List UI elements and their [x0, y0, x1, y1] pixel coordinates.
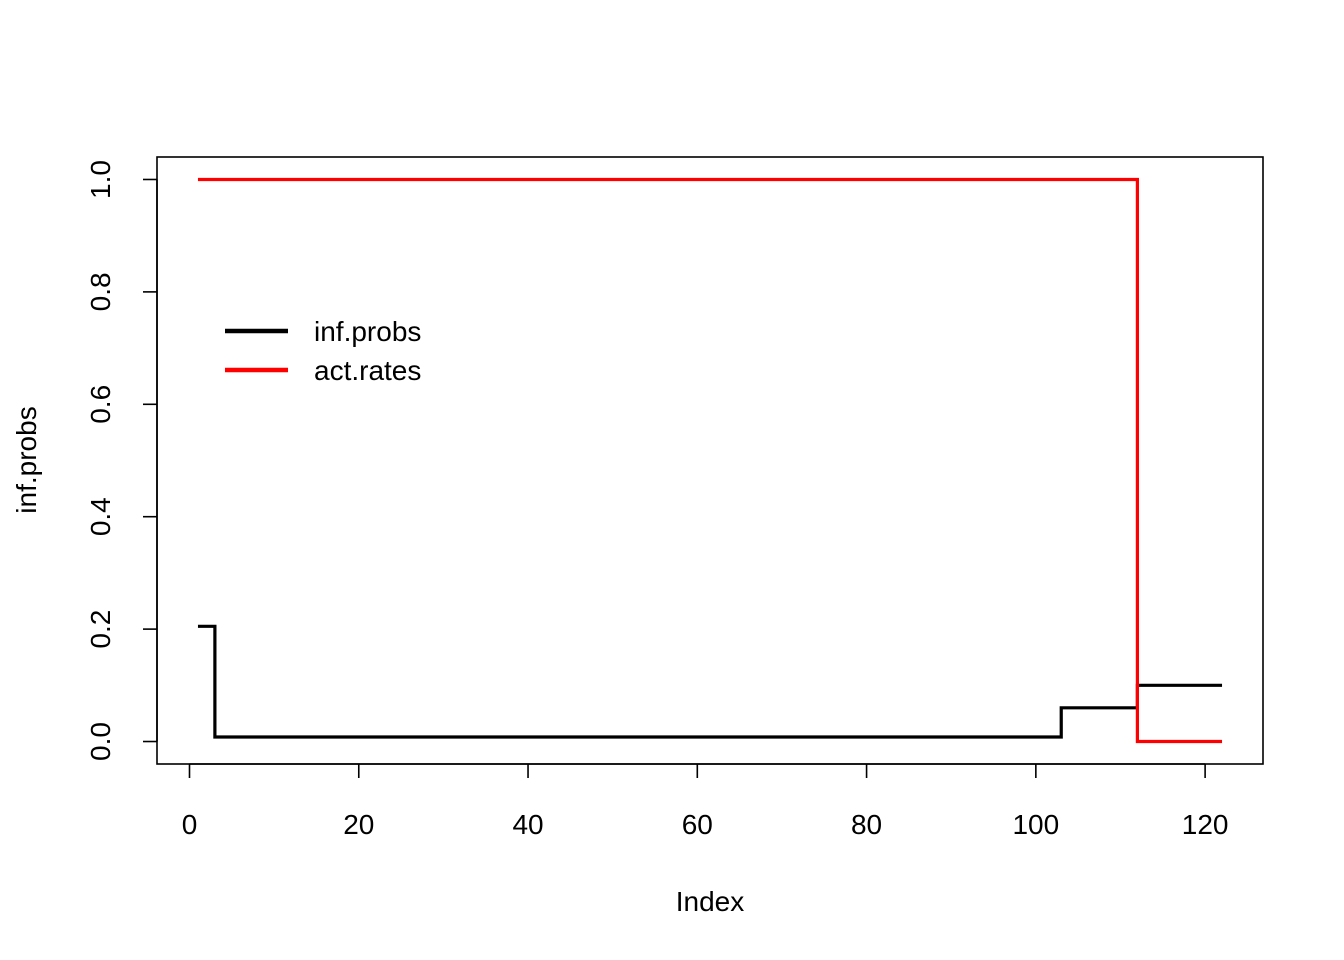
- y-tick-label: 1.0: [85, 160, 116, 199]
- x-axis-label: Index: [676, 886, 745, 917]
- x-axis: 0 20 40 60 80 100 120: [182, 763, 1229, 840]
- y-tick-label: 0.4: [85, 497, 116, 536]
- y-tick-label: 0.0: [85, 722, 116, 761]
- series-line-inf-probs: [197, 624, 1223, 739]
- y-tick-label: 0.6: [85, 385, 116, 424]
- legend: inf.probs act.rates: [225, 316, 421, 386]
- x-tick-label: 100: [1012, 809, 1059, 840]
- x-tick-label: 60: [682, 809, 713, 840]
- y-axis: 0.0 0.2 0.4 0.6 0.8 1.0: [85, 160, 158, 761]
- x-tick-label: 20: [343, 809, 374, 840]
- y-tick-label: 0.8: [85, 272, 116, 311]
- plot-frame: [156, 156, 1264, 765]
- x-tick-label: 40: [512, 809, 543, 840]
- legend-label: act.rates: [314, 355, 421, 386]
- series-layer: [197, 177, 1223, 744]
- x-tick-label: 120: [1182, 809, 1229, 840]
- legend-label: inf.probs: [314, 316, 421, 347]
- series-line-act-rates: [197, 177, 1223, 744]
- y-tick-label: 0.2: [85, 610, 116, 649]
- x-tick-label: 0: [182, 809, 198, 840]
- x-tick-label: 80: [851, 809, 882, 840]
- y-axis-label: inf.probs: [11, 406, 42, 513]
